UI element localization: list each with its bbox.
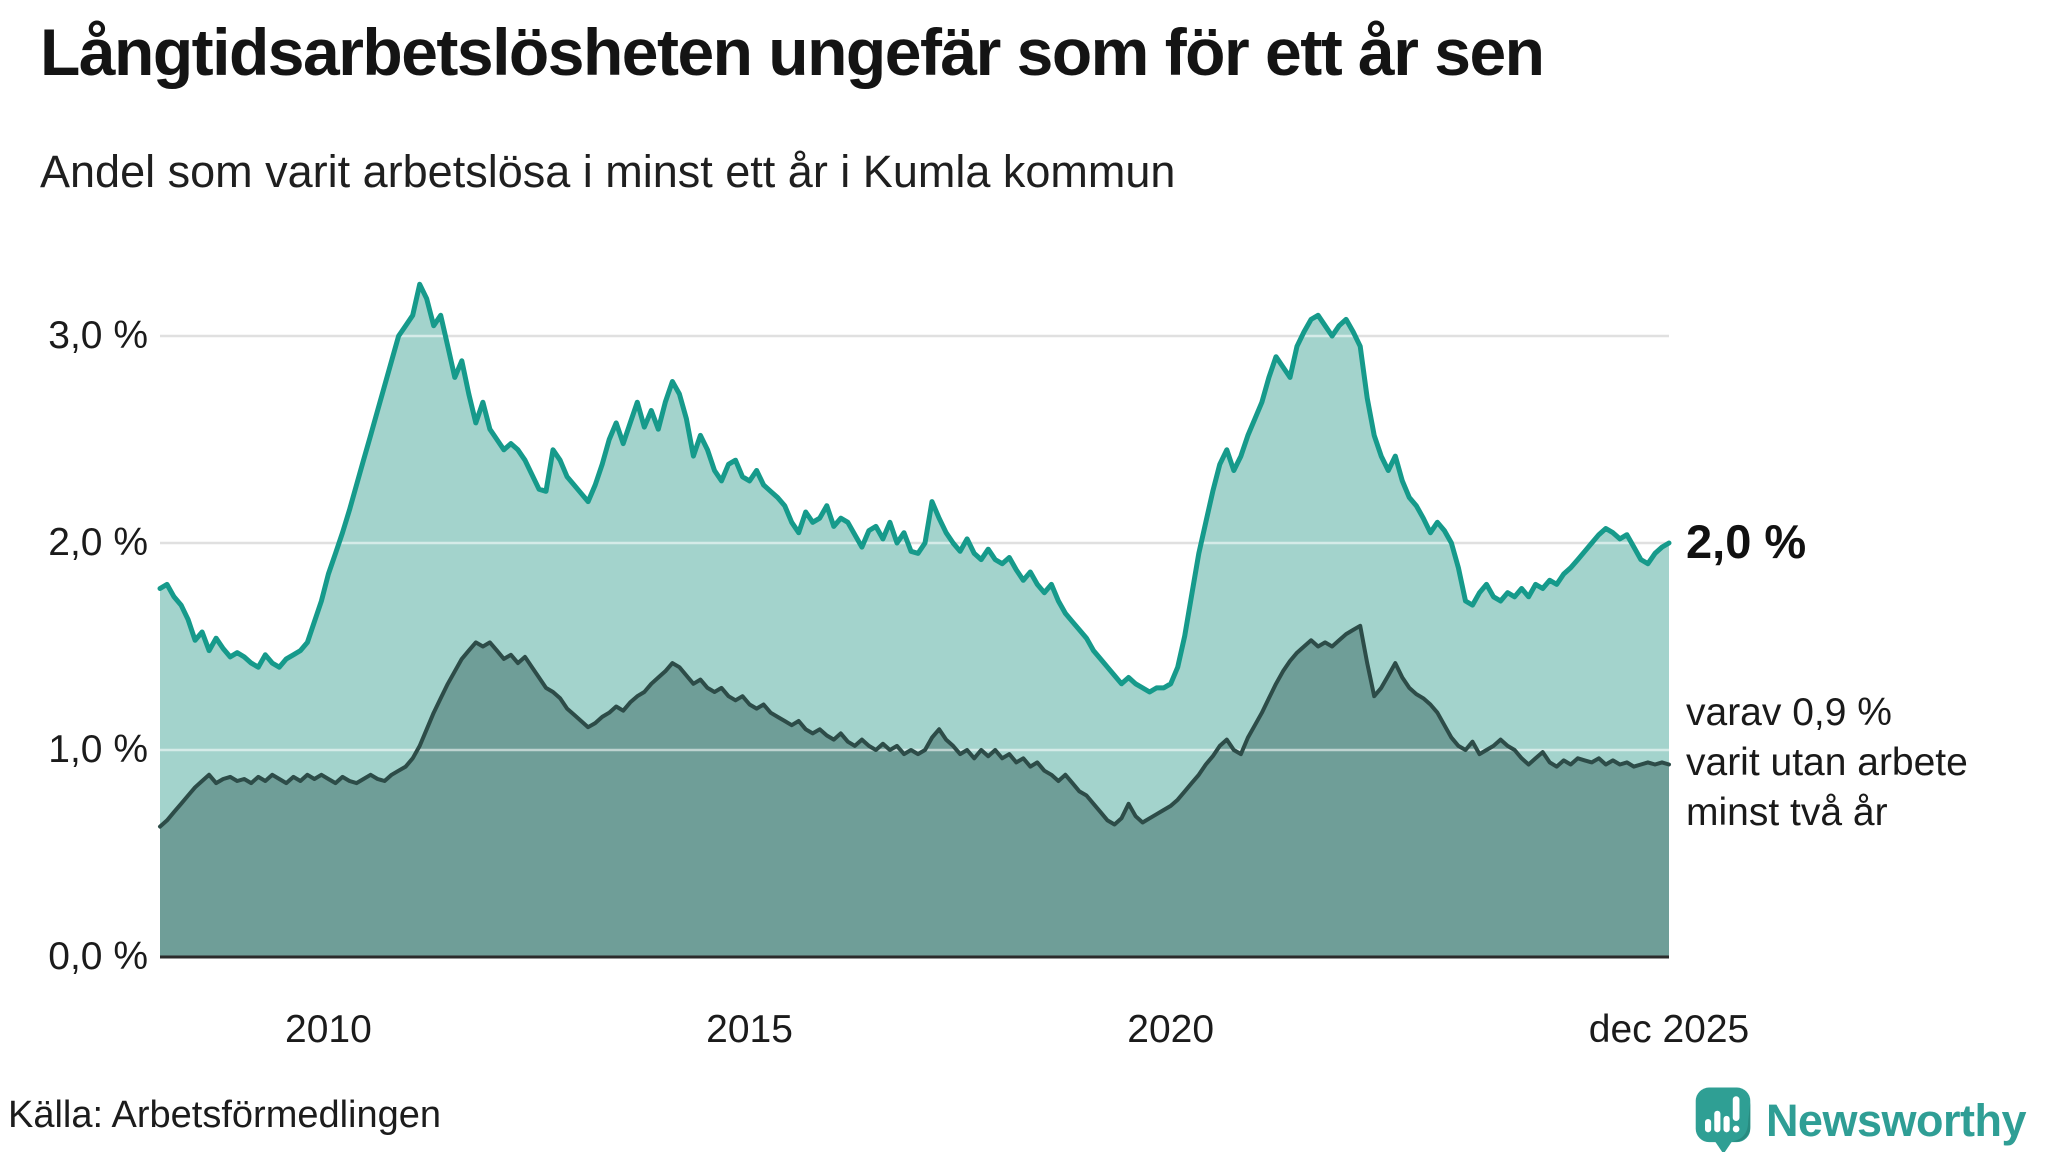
y-axis-label: 2,0 % (48, 521, 148, 564)
y-axis-label: 1,0 % (48, 728, 148, 771)
x-axis-label: 2010 (285, 1008, 372, 1051)
total-series-end-label: 2,0 % (1686, 515, 1807, 568)
page-title: Långtidsarbetslösheten ungefär som för e… (40, 15, 1545, 89)
subset-area-fill (160, 625, 1669, 957)
y-axis-label: 0,0 % (48, 935, 148, 978)
subset-note-line: varit utan arbete (1686, 741, 1968, 784)
subset-note-line: varav 0,9 % (1686, 691, 1892, 734)
x-axis-label: 2015 (706, 1008, 793, 1051)
x-axis-label: 2020 (1127, 1008, 1215, 1051)
subset-note-line: minst två år (1686, 791, 1888, 834)
y-axis-label: 3,0 % (48, 314, 148, 357)
source-credit: Källa: Arbetsförmedlingen (8, 1094, 442, 1136)
subset-series-end-note: varav 0,9 % varit utan arbete minst två … (1686, 688, 1968, 838)
newsworthy-wordmark: Newsworthy (1765, 1095, 2027, 1146)
total-line (157, 281, 1672, 695)
page-subtitle: Andel som varit arbetslösa i minst ett å… (40, 146, 1176, 197)
x-axis-label: dec 2025 (1588, 1008, 1750, 1051)
newsworthy-bar-chart-bubble-icon (1695, 1087, 1751, 1152)
subset-line (158, 623, 1671, 829)
newsworthy-logo: Newsworthy (1694, 1086, 2027, 1152)
